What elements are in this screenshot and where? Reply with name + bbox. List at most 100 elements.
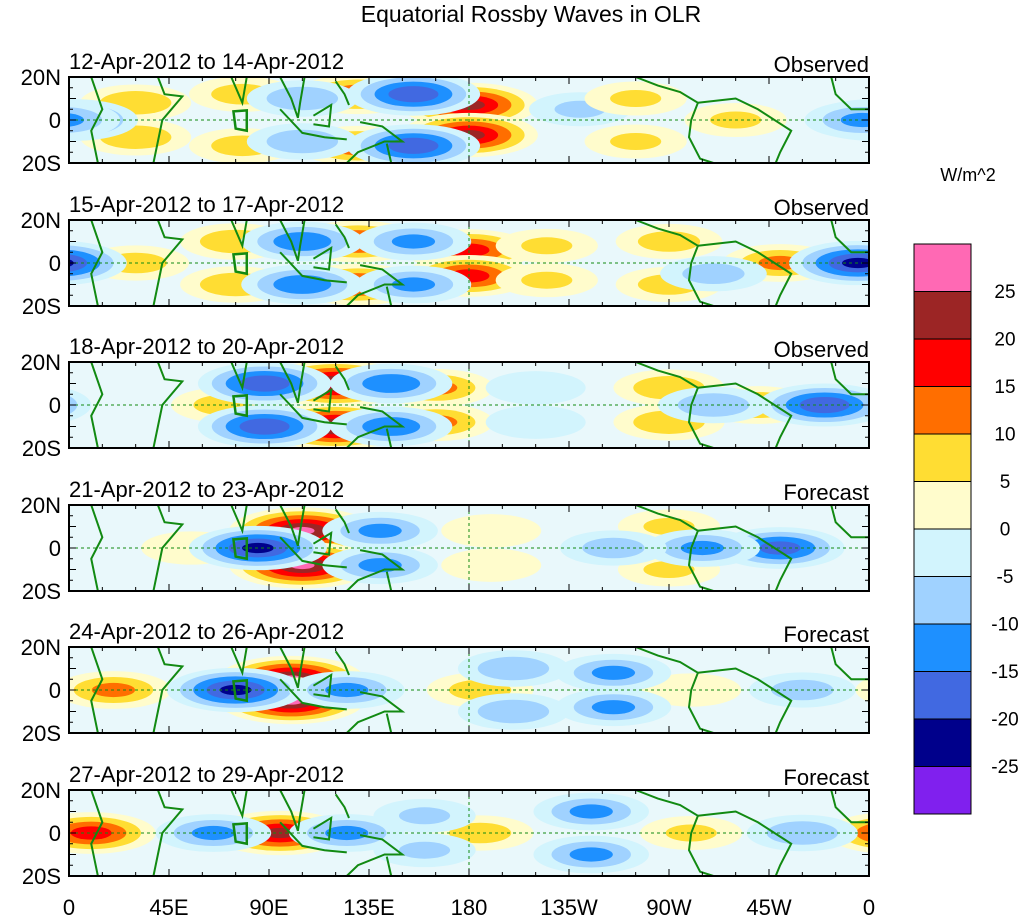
positive-anomaly-contour (449, 822, 512, 844)
coastline (346, 406, 406, 448)
negative-anomaly-contour (69, 254, 88, 272)
positive-anomaly-contour (0, 244, 38, 282)
panel-kind-label: Observed (774, 195, 869, 220)
lon-tick-label: 0 (63, 895, 75, 920)
coastline (279, 536, 347, 569)
colorbar-swatch (913, 528, 972, 577)
region-box (232, 108, 249, 133)
positive-anomaly-contour (441, 548, 542, 582)
lon-tick-label: 0 (863, 895, 875, 920)
coastline (152, 790, 185, 876)
olr-field (69, 77, 1021, 163)
coastline (346, 549, 406, 591)
colorbar-label: -25 (991, 757, 1018, 778)
panel-date-range: 12-Apr-2012 to 14-Apr-2012 (69, 49, 344, 74)
lat-tick-label: 20N (21, 208, 61, 233)
negative-anomaly-contour (399, 807, 451, 825)
negative-anomaly-contour (840, 112, 869, 128)
colorbar-label: 20 (994, 330, 1015, 351)
colorbar-swatch (913, 338, 972, 387)
coastline (312, 246, 333, 271)
coastline (152, 77, 185, 163)
colorbar-swatch (913, 243, 972, 292)
colorbar-label: 0 (1000, 520, 1011, 541)
coastline (346, 834, 406, 876)
lat-tick-label: 20S (22, 721, 61, 746)
negative-anomaly-contour (477, 656, 550, 681)
coastline (385, 713, 393, 733)
coastline (230, 647, 248, 677)
colorbar-label: -10 (991, 615, 1018, 636)
negative-anomaly-contour (358, 523, 402, 538)
negative-anomaly-contour (477, 699, 550, 724)
negative-anomaly-contour (391, 277, 436, 292)
coastline (830, 77, 869, 111)
colorbar-label: 25 (994, 282, 1015, 303)
coastline (635, 790, 714, 876)
negative-anomaly-contour (0, 541, 1, 554)
lat-tick-label: 20N (21, 635, 61, 660)
coastline (90, 362, 104, 448)
negative-anomaly-contour (956, 814, 1021, 852)
coastline (279, 220, 306, 262)
positive-anomaly-contour (0, 386, 16, 424)
negative-anomaly-contour (239, 418, 290, 435)
colorbar-swatch (913, 623, 972, 672)
map-panel: 12-Apr-2012 to 14-Apr-2012 Observed 20N 0 20… (21, 49, 1021, 176)
positive-anomaly-contour (880, 119, 991, 156)
map-panel: 15-Apr-2012 to 17-Apr-2012 Observed 20N 0 20… (0, 192, 1021, 319)
coastline (230, 77, 248, 107)
colorbar-label: -15 (991, 662, 1018, 683)
coastline (635, 505, 714, 591)
coastline (152, 647, 185, 733)
positive-anomaly-contour (989, 128, 1021, 163)
coastline (635, 220, 714, 306)
panel-kind-label: Observed (774, 52, 869, 77)
lat-tick-label: 0 (49, 393, 61, 418)
region-box (232, 251, 249, 276)
coastline (697, 525, 793, 591)
colorbar-swatch (913, 766, 972, 815)
map-panel: 18-Apr-2012 to 20-Apr-2012 Observed 20N 0 20… (0, 334, 870, 461)
panel-date-range: 27-Apr-2012 to 29-Apr-2012 (69, 762, 344, 787)
positive-anomaly-contour (0, 256, 2, 270)
negative-anomaly-contour (591, 665, 636, 680)
olr-field (0, 220, 1021, 306)
region-box (232, 393, 249, 418)
coastline (635, 362, 714, 448)
colorbar: 25 20 15 10 5 0 -5 -10 -15 -20 -25 (913, 243, 1019, 815)
positive-anomaly-contour (610, 90, 662, 107)
coastline (346, 121, 406, 163)
negative-anomaly-contour (1007, 681, 1021, 700)
negative-anomaly-contour (391, 234, 436, 249)
negative-anomaly-contour (0, 532, 30, 564)
coastline (90, 77, 104, 163)
negative-anomaly-contour (266, 86, 339, 111)
positive-anomaly-contour (980, 223, 1021, 260)
coastline (230, 362, 248, 392)
negative-anomaly-contour (0, 397, 50, 413)
negative-anomaly-contour (69, 395, 78, 415)
coastline (334, 508, 350, 534)
lat-tick-label: 0 (49, 536, 61, 561)
negative-anomaly-contour (569, 847, 613, 862)
coastline (279, 108, 347, 141)
coastline (90, 505, 104, 591)
coastline (385, 428, 393, 448)
olr-field (0, 362, 869, 448)
negative-anomaly-contour (485, 405, 586, 439)
panel-kind-label: Forecast (783, 480, 869, 505)
negative-anomaly-contour (0, 672, 56, 707)
positive-anomaly-contour (880, 85, 991, 122)
lon-tick-label: 90W (646, 895, 691, 920)
coastline (312, 388, 333, 413)
coastline (830, 790, 869, 824)
negative-anomaly-contour (0, 537, 15, 560)
colorbar-swatch (913, 718, 972, 767)
positive-anomaly-contour (871, 826, 912, 839)
lon-tick-label: 45E (149, 895, 188, 920)
coastline (279, 505, 306, 547)
coastline (230, 220, 248, 250)
colorbar-units: W/m^2 (940, 165, 995, 185)
